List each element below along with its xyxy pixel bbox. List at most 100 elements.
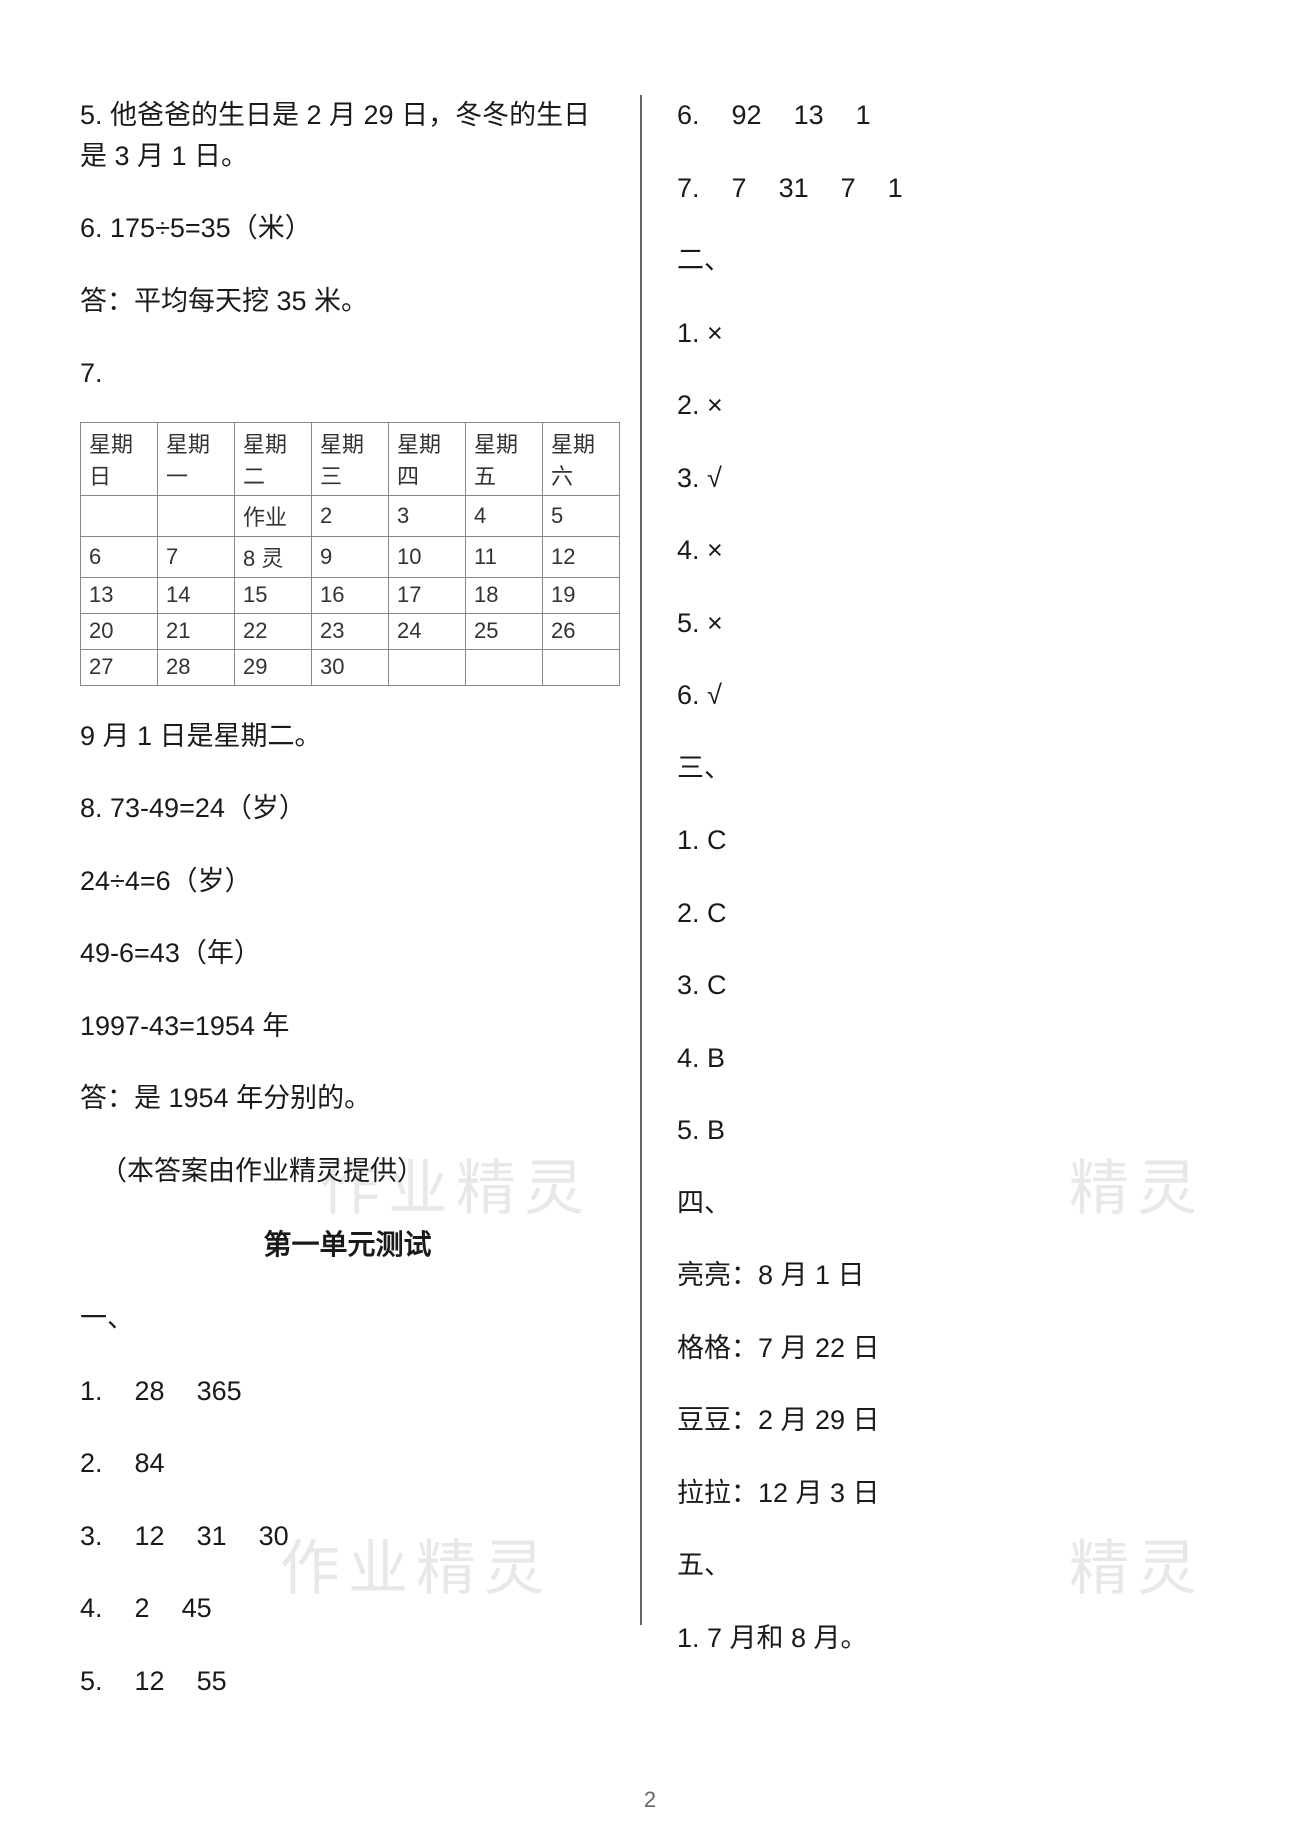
answer-item: 4. × [677,530,1207,571]
answer-item: 1. 7 月和 8 月。 [677,1618,1207,1659]
item-num: 7. [677,173,700,203]
calendar-row: 作业 2 3 4 5 [81,495,620,536]
item-num: 4. [80,1593,103,1623]
right-column: 6. 92 1 31 7. 7 31 7 1 二、 1. × 2. × 3. √ 4. × 5… [647,95,1207,1778]
calendar-cell: 27 [81,649,158,685]
item-val: 2 [135,1593,150,1623]
calendar-cell: 11 [466,536,543,577]
column-divider [640,95,642,1625]
answer-item: 3. C [677,965,1207,1006]
calendar-table: 星期日 星期一 星期二 星期三 星期四 星期五 星期六 作业 2 3 4 5 6… [80,422,620,686]
calendar-cell: 23 [312,613,389,649]
question-5: 5. 他爸爸的生日是 2 月 29 日，冬冬的生日是 3 月 1 日。 [80,95,615,176]
item-val: 7 [732,173,747,203]
item-val: 1 [856,100,871,130]
answer-item: 6. √ [677,675,1207,716]
item-val: 28 [135,1376,165,1406]
calendar-row: 27 28 29 30 [81,649,620,685]
calendar-cell: 8 灵 [235,536,312,577]
calendar-row: 13 14 15 16 17 18 19 [81,577,620,613]
item-val: 12 [135,1521,165,1551]
calendar-header: 星期六 [543,422,620,495]
calendar-header: 星期四 [389,422,466,495]
item-val: 31 [779,173,809,203]
answer-item: 3. √ [677,458,1207,499]
item-num: 1. [80,1376,103,1406]
section-1-label: 一、 [80,1298,615,1339]
calendar-cell: 16 [312,577,389,613]
calendar-cell [389,649,466,685]
calendar-cell [466,649,543,685]
calendar-cell: 作业 [235,495,312,536]
section-4-label: 四、 [677,1183,1207,1224]
calendar-header: 星期二 [235,422,312,495]
answer-item: 豆豆：2 月 29 日 [677,1400,1207,1441]
calendar-cell [81,495,158,536]
answer-item: 1. × [677,313,1207,354]
calendar-cell: 15 [235,577,312,613]
item-val: 45 [182,1593,212,1623]
answer-item: 1. C [677,820,1207,861]
question-8-line2: 24÷4=6（岁） [80,861,615,902]
calendar-cell: 22 [235,613,312,649]
calendar-cell: 19 [543,577,620,613]
calendar-cell: 25 [466,613,543,649]
question-7-answer: 9 月 1 日是星期二。 [80,716,615,757]
calendar-cell: 18 [466,577,543,613]
calendar-cell: 4 [466,495,543,536]
item-val: 55 [197,1666,227,1696]
answer-item: 5. × [677,603,1207,644]
answer-item: 4. B [677,1038,1207,1079]
calendar-cell: 17 [389,577,466,613]
calendar-cell: 26 [543,613,620,649]
item-val: 12 [135,1666,165,1696]
unit-test-heading: 第一单元测试 [80,1223,615,1263]
section-3-label: 三、 [677,748,1207,789]
item-val: 30 [259,1521,289,1551]
calendar-cell: 20 [81,613,158,649]
calendar-header: 星期一 [158,422,235,495]
question-6-answer: 答：平均每天挖 35 米。 [80,281,615,322]
calendar-cell: 14 [158,577,235,613]
answer-item: 4. 2 45 [80,1588,615,1629]
item-num: 3. [80,1521,103,1551]
section-2-label: 二、 [677,240,1207,281]
item-num: 6. [677,100,700,130]
calendar-cell: 24 [389,613,466,649]
calendar-cell: 7 [158,536,235,577]
answer-item: 2. C [677,893,1207,934]
answer-item: 格格：7 月 22 日 [677,1328,1207,1369]
answer-item: 拉拉：12 月 3 日 [677,1473,1207,1514]
item-val: 7 [841,173,856,203]
item-num: 5. [80,1666,103,1696]
calendar-cell [158,495,235,536]
question-8-line4: 1997-43=1954 年 [80,1006,615,1047]
calendar-cell: 21 [158,613,235,649]
answer-item: 1. 28 365 [80,1371,615,1412]
calendar-cell: 6 [81,536,158,577]
calendar-cell: 5 [543,495,620,536]
calendar-header: 星期五 [466,422,543,495]
item-val: 365 [197,1376,242,1406]
calendar-cell: 3 [389,495,466,536]
answer-item: 6.92131 [677,95,1207,136]
answer-item: 7. 7 31 7 1 [677,168,1207,209]
left-column: 5. 他爸爸的生日是 2 月 29 日，冬冬的生日是 3 月 1 日。 6. 1… [80,95,635,1778]
item-val: 1 [888,173,903,203]
question-8-line3: 49-6=43（年） [80,933,615,974]
calendar-cell: 29 [235,649,312,685]
question-6-calc: 6. 175÷5=35（米） [80,208,615,249]
calendar-cell: 13 [81,577,158,613]
calendar-cell: 28 [158,649,235,685]
calendar-cell: 2 [312,495,389,536]
calendar-header: 星期日 [81,422,158,495]
item-val: 31 [197,1521,227,1551]
answer-item: 5. 12 55 [80,1661,615,1702]
answer-item: 3. 12 31 30 [80,1516,615,1557]
calendar-cell: 30 [312,649,389,685]
item-val: 92 [732,100,762,130]
answer-item: 5. B [677,1110,1207,1151]
section-5-label: 五、 [677,1545,1207,1586]
item-num: 2. [80,1448,103,1478]
answer-item: 2. × [677,385,1207,426]
